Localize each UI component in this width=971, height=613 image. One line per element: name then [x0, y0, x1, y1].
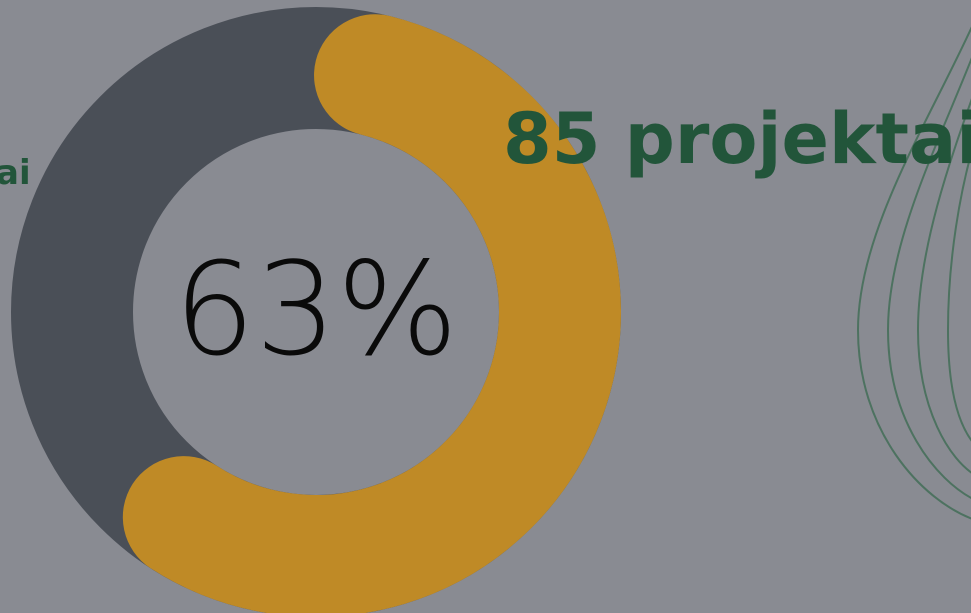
- headline: 85 projektai: [503, 98, 971, 180]
- decoration: [856, 26, 971, 520]
- side-label: ai: [0, 153, 31, 193]
- progress-arc: [122, 14, 621, 613]
- progress-label: 63%: [174, 235, 459, 384]
